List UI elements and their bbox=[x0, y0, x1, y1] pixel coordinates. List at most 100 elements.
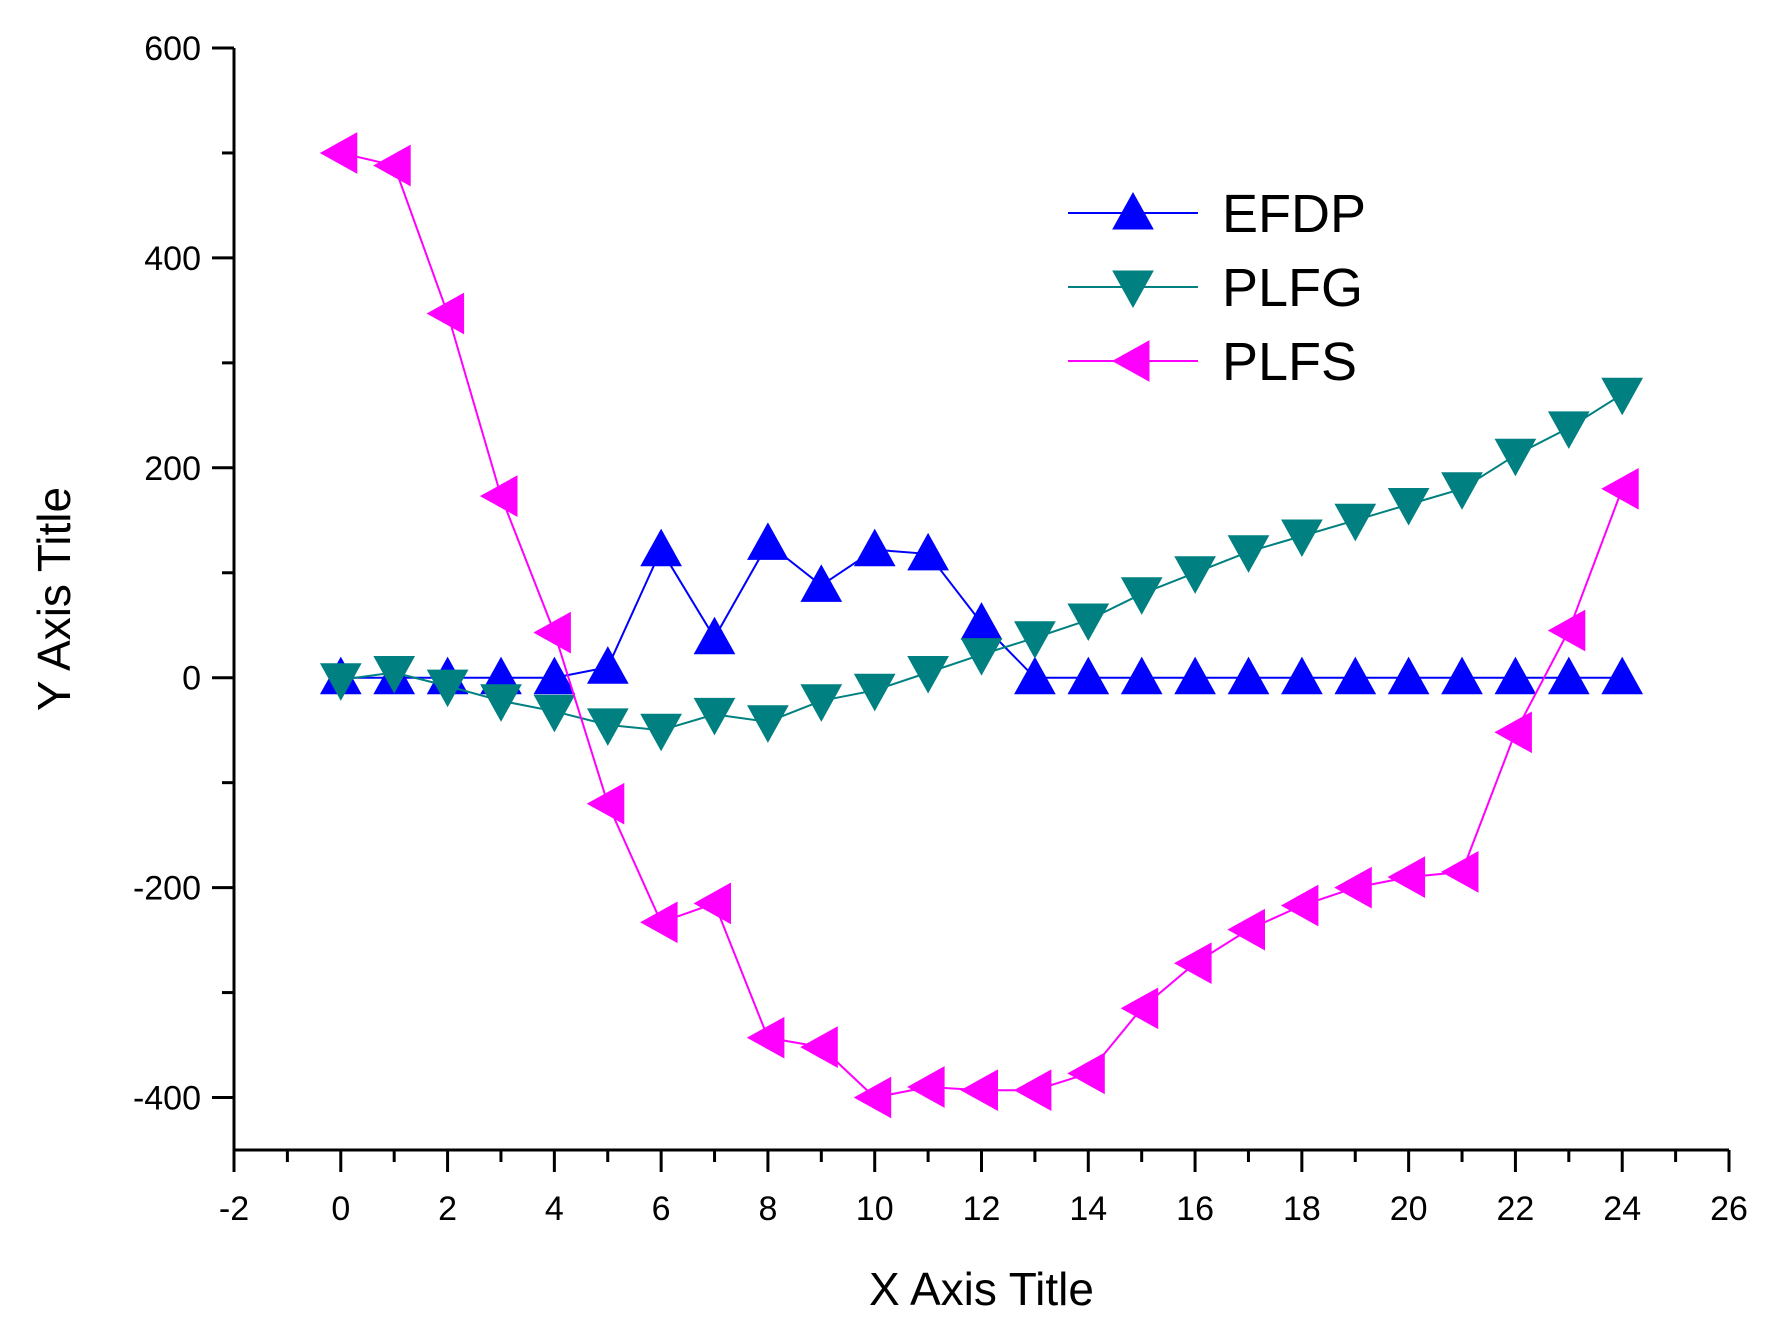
data-point bbox=[1494, 711, 1532, 754]
data-point bbox=[1281, 656, 1323, 695]
data-point bbox=[960, 602, 1003, 640]
y-tick-label: 200 bbox=[144, 450, 201, 488]
data-point bbox=[640, 901, 678, 944]
x-tick-label: 20 bbox=[1390, 1190, 1428, 1228]
data-point bbox=[907, 532, 949, 571]
data-point bbox=[853, 1076, 892, 1119]
x-axis-title: X Axis Title bbox=[869, 1263, 1094, 1315]
data-point bbox=[1013, 1069, 1052, 1112]
data-point bbox=[1494, 656, 1537, 695]
x-tick-label: 22 bbox=[1497, 1190, 1535, 1228]
series-layer bbox=[319, 132, 1644, 1119]
x-tick-label: 18 bbox=[1283, 1190, 1321, 1228]
series-line-plfg bbox=[340, 393, 1623, 732]
y-tick-label: 0 bbox=[182, 660, 201, 698]
data-point bbox=[1440, 851, 1479, 893]
data-point bbox=[533, 611, 571, 654]
x-tick-label: 16 bbox=[1176, 1190, 1214, 1228]
data-point bbox=[1174, 942, 1212, 985]
y-tick-label: -400 bbox=[133, 1080, 201, 1118]
data-point bbox=[1014, 621, 1056, 659]
data-point bbox=[533, 694, 576, 733]
data-point bbox=[693, 882, 731, 925]
series-plfg bbox=[319, 377, 1644, 752]
data-point bbox=[373, 144, 411, 187]
data-point bbox=[907, 1066, 945, 1108]
data-point bbox=[1120, 577, 1163, 615]
x-tick-label: 8 bbox=[758, 1190, 777, 1228]
legend-label: PLFG bbox=[1222, 258, 1363, 318]
legend-marker bbox=[1111, 340, 1150, 382]
data-point bbox=[1120, 656, 1163, 695]
data-point bbox=[1547, 411, 1590, 449]
x-tick-label: 0 bbox=[331, 1190, 350, 1228]
y-tick-label: 600 bbox=[144, 30, 201, 68]
x-tick-label: 10 bbox=[856, 1190, 894, 1228]
data-point bbox=[1441, 656, 1483, 695]
legend: EFDP PLFG PLFS bbox=[1068, 184, 1366, 392]
legend-marker bbox=[1112, 191, 1154, 230]
data-point bbox=[1227, 656, 1270, 695]
data-point bbox=[1601, 656, 1644, 695]
data-point bbox=[853, 673, 896, 712]
data-point bbox=[907, 656, 949, 694]
y-axis-title: Y Axis Title bbox=[28, 487, 80, 711]
data-point bbox=[960, 638, 1003, 676]
data-point bbox=[800, 684, 843, 722]
data-point bbox=[1387, 488, 1430, 526]
data-point bbox=[533, 656, 576, 695]
axes: -2 0 2 4 6 8 10 12 14 16 18 20 22 24 26-400-2000200400… bbox=[133, 30, 1748, 1228]
series-plfs bbox=[319, 132, 1639, 1119]
legend-item-efdp: EFDP bbox=[1068, 184, 1366, 244]
data-point bbox=[1387, 856, 1426, 898]
x-tick-label: 24 bbox=[1603, 1190, 1641, 1228]
x-tick-label: 4 bbox=[545, 1190, 564, 1228]
x-tick-label: 2 bbox=[438, 1190, 457, 1228]
x-tick-label: 6 bbox=[652, 1190, 671, 1228]
data-point bbox=[1387, 656, 1430, 695]
data-point bbox=[1014, 656, 1056, 695]
legend-label: PLFS bbox=[1222, 332, 1357, 392]
data-point bbox=[1601, 377, 1644, 416]
data-point bbox=[586, 708, 629, 746]
data-point bbox=[479, 475, 518, 517]
y-tick-label: -200 bbox=[133, 870, 201, 908]
data-point bbox=[1441, 472, 1483, 510]
data-point bbox=[1067, 656, 1110, 695]
data-point bbox=[800, 1026, 838, 1068]
x-tick-label: 14 bbox=[1069, 1190, 1107, 1228]
data-point bbox=[480, 684, 522, 722]
data-point bbox=[1281, 519, 1323, 558]
data-point bbox=[373, 656, 416, 694]
data-point bbox=[1494, 438, 1537, 477]
legend-item-plfg: PLFG bbox=[1068, 258, 1363, 318]
data-point bbox=[1547, 609, 1586, 652]
data-point bbox=[1334, 503, 1377, 542]
x-tick-label: 26 bbox=[1710, 1190, 1748, 1228]
data-point bbox=[1601, 467, 1639, 510]
legend-marker bbox=[1112, 270, 1154, 309]
data-point bbox=[960, 1069, 998, 1112]
legend-item-plfs: PLFS bbox=[1068, 332, 1357, 392]
data-point bbox=[1227, 535, 1270, 573]
data-point bbox=[1120, 987, 1159, 1030]
data-point bbox=[853, 528, 896, 567]
data-point bbox=[1227, 908, 1265, 951]
data-point bbox=[1280, 884, 1319, 927]
data-point bbox=[746, 1016, 785, 1059]
data-point bbox=[747, 705, 789, 743]
data-point bbox=[640, 528, 682, 567]
data-point bbox=[1067, 603, 1110, 642]
y-tick-label: 400 bbox=[144, 240, 201, 278]
data-point bbox=[1547, 656, 1590, 695]
data-point bbox=[426, 292, 465, 335]
data-point bbox=[1174, 656, 1216, 695]
data-point bbox=[586, 782, 625, 825]
data-point bbox=[640, 713, 682, 752]
data-point bbox=[800, 564, 843, 602]
data-point bbox=[319, 663, 362, 701]
data-point bbox=[319, 132, 358, 174]
data-point bbox=[1067, 1052, 1105, 1095]
legend-label: EFDP bbox=[1222, 184, 1366, 244]
